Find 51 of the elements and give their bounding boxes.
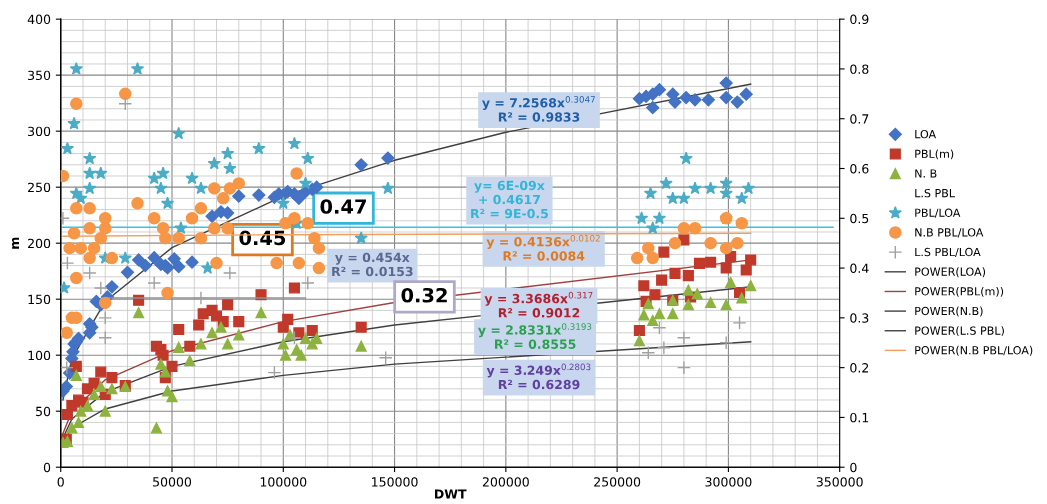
legend-label: POWER(L.S PBL) xyxy=(915,326,1004,337)
x-tick-label: 300000 xyxy=(705,477,752,487)
legend-label: POWER(PBL(m)) xyxy=(915,286,1004,297)
annotation: y= 6E-09x + 0.4617 R² = 9E-0.5 xyxy=(471,180,548,219)
y-tick-label: 100 xyxy=(28,350,51,361)
annotation: y = 0.4136x$^{0.0102}$ R² = 0.0084 xyxy=(486,234,600,261)
y-tick-label: 300 xyxy=(28,126,51,137)
x-tick-label: 150000 xyxy=(372,477,418,487)
x-tick-label: 250000 xyxy=(594,477,641,487)
x-tick-label: 200000 xyxy=(482,477,529,487)
x-tick-label: 350000 xyxy=(816,477,863,487)
y-tick-label: 400 xyxy=(27,14,51,25)
y2-tick-label: 0.1 xyxy=(850,412,869,423)
y-axis-title: m xyxy=(11,237,19,249)
text: L.S PBL xyxy=(915,188,955,198)
legend-label: LOA xyxy=(915,129,937,139)
y-tick-label: 0 xyxy=(43,462,51,473)
x-axis-title: DWT xyxy=(435,489,467,499)
annotation: 0.45 xyxy=(239,230,286,246)
legend-label: POWER(N.B PBL/LOA) xyxy=(915,345,1033,356)
y2-tick-label: 0.7 xyxy=(850,114,869,124)
y2-tick-label: 0.9 xyxy=(850,14,869,25)
y2-tick-label: 0.8 xyxy=(850,64,869,74)
annotation: y = 3.249x$^{0.2803}$ R² = 0.6289 xyxy=(486,363,591,390)
y-tick-label: 150 xyxy=(28,294,51,305)
y2-tick-label: 0.2 xyxy=(850,363,869,373)
annotation: y = 3.3686x$^{0.317}$ R² = 0.9012 xyxy=(484,291,593,318)
annotation: y = 7.2568x$^{0.3047}$ R² = 0.9833 xyxy=(482,96,595,122)
x-tick-label: 100000 xyxy=(260,477,307,487)
y-tick-label: 50 xyxy=(36,406,51,417)
annotation: y = 0.454x R² = 0.0153 xyxy=(332,252,413,277)
y2-tick-label: 0 xyxy=(850,462,857,473)
legend-label: PBL/LOA xyxy=(915,208,961,218)
x-tick-label: 50000 xyxy=(153,477,192,487)
legend-label: N.B PBL/LOA xyxy=(915,228,984,238)
y-tick-label: 200 xyxy=(28,238,51,249)
x-tick-label: 0 xyxy=(57,477,64,487)
y-tick-label: 350 xyxy=(28,70,51,81)
annotation: 0.32 xyxy=(401,287,447,303)
legend-label: L.S PBL/LOA xyxy=(915,247,981,258)
y2-tick-label: 0.4 xyxy=(850,263,869,273)
legend-label: N. B xyxy=(915,169,937,178)
legend-label: POWER(LOA) xyxy=(915,267,986,278)
y2-tick-label: 0.6 xyxy=(850,163,869,174)
y2-tick-label: 0.5 xyxy=(850,213,869,224)
legend-label: PBL(m) xyxy=(915,149,954,160)
y2-tick-label: 0.3 xyxy=(850,313,869,323)
annotation: 0.47 xyxy=(320,199,366,214)
legend-label: POWER(N.B) xyxy=(915,306,983,317)
y-tick-label: 250 xyxy=(28,182,51,193)
annotation: y = 2.8331x$^{0.3193}$ R² = 0.8555 xyxy=(478,323,592,349)
